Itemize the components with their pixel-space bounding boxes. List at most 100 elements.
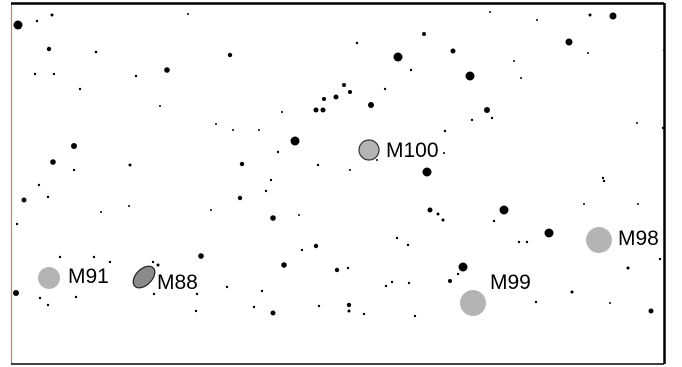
star-point [517, 240, 521, 244]
star-point [35, 19, 39, 23]
star-point [658, 257, 662, 261]
star-point [458, 262, 468, 272]
star-point [422, 167, 432, 177]
m99-galaxy-marker [460, 290, 486, 316]
star-point [152, 292, 156, 296]
star-point [33, 72, 37, 76]
star-point [609, 302, 611, 304]
star-point [269, 178, 273, 182]
star-point [46, 195, 50, 199]
star-point [441, 218, 445, 222]
star-point [383, 87, 387, 91]
star-point [316, 163, 320, 167]
star-point [499, 205, 509, 215]
star-point [626, 266, 630, 270]
m88-galaxy-marker [132, 265, 156, 289]
star-point [333, 94, 339, 100]
star-point [587, 52, 589, 54]
star-point [100, 211, 102, 213]
star-point [601, 176, 605, 180]
star-point [450, 48, 456, 54]
star-point [313, 107, 319, 113]
star-point [409, 68, 413, 72]
star-point [492, 219, 496, 223]
star-point [134, 74, 138, 78]
star-point [128, 205, 130, 207]
star-point [313, 243, 319, 249]
star-point [355, 41, 359, 45]
star-point [164, 67, 170, 73]
star-point [422, 32, 426, 36]
star-point [427, 207, 433, 213]
star-point [513, 60, 515, 62]
star-point [390, 280, 394, 284]
star-point [71, 143, 77, 149]
star-point [489, 11, 491, 13]
star-point [637, 203, 639, 205]
m98-label: M98 [618, 227, 659, 250]
star-point [470, 118, 474, 122]
star-point [13, 20, 23, 30]
star-point [50, 159, 56, 165]
star-point [52, 72, 56, 76]
star-point [215, 123, 217, 125]
star-point [583, 203, 585, 205]
star-point [37, 183, 41, 187]
m88-label: M88 [157, 271, 198, 294]
star-point [443, 152, 445, 154]
star-point [78, 87, 82, 91]
star-point [393, 52, 403, 62]
star-point [443, 129, 447, 133]
star-point [348, 90, 352, 94]
star-point [346, 266, 350, 270]
star-point [609, 12, 617, 20]
star-point [15, 222, 19, 226]
star-point [349, 169, 351, 171]
star-point [298, 214, 300, 216]
star-point [407, 281, 411, 285]
star-point [346, 302, 352, 308]
star-point [490, 116, 494, 120]
star-point [536, 19, 538, 21]
star-point [588, 13, 592, 17]
star-point [46, 303, 50, 307]
star-point [602, 179, 606, 183]
star-point [94, 50, 98, 54]
star-point [237, 195, 243, 201]
m100-galaxy-marker [358, 139, 380, 161]
star-point [484, 107, 490, 113]
star-point [74, 295, 78, 299]
star-point [362, 312, 366, 316]
star-point [636, 122, 638, 124]
star-point [663, 49, 665, 51]
star-point [46, 46, 52, 52]
star-point [317, 304, 321, 308]
star-point [187, 13, 189, 15]
star-point [661, 126, 665, 130]
star-point [128, 163, 132, 167]
star-point [534, 300, 538, 304]
m100-label: M100 [386, 139, 439, 162]
star-point [72, 168, 76, 172]
star-point [395, 236, 399, 240]
star-point [239, 161, 245, 167]
star-point [320, 107, 326, 113]
star-point [198, 253, 204, 259]
star-point [194, 309, 198, 313]
star-point [151, 260, 155, 264]
star-point [21, 197, 27, 203]
star-point [195, 292, 199, 296]
star-point [50, 13, 54, 17]
star-point [465, 71, 475, 81]
star-point [565, 38, 573, 46]
star-point [252, 305, 256, 309]
star-point [290, 136, 300, 146]
star-point [384, 284, 388, 288]
star-point [456, 272, 460, 276]
star-point [92, 255, 96, 259]
m99-label: M99 [490, 271, 531, 294]
star-point [520, 77, 522, 79]
star-point [38, 296, 42, 300]
